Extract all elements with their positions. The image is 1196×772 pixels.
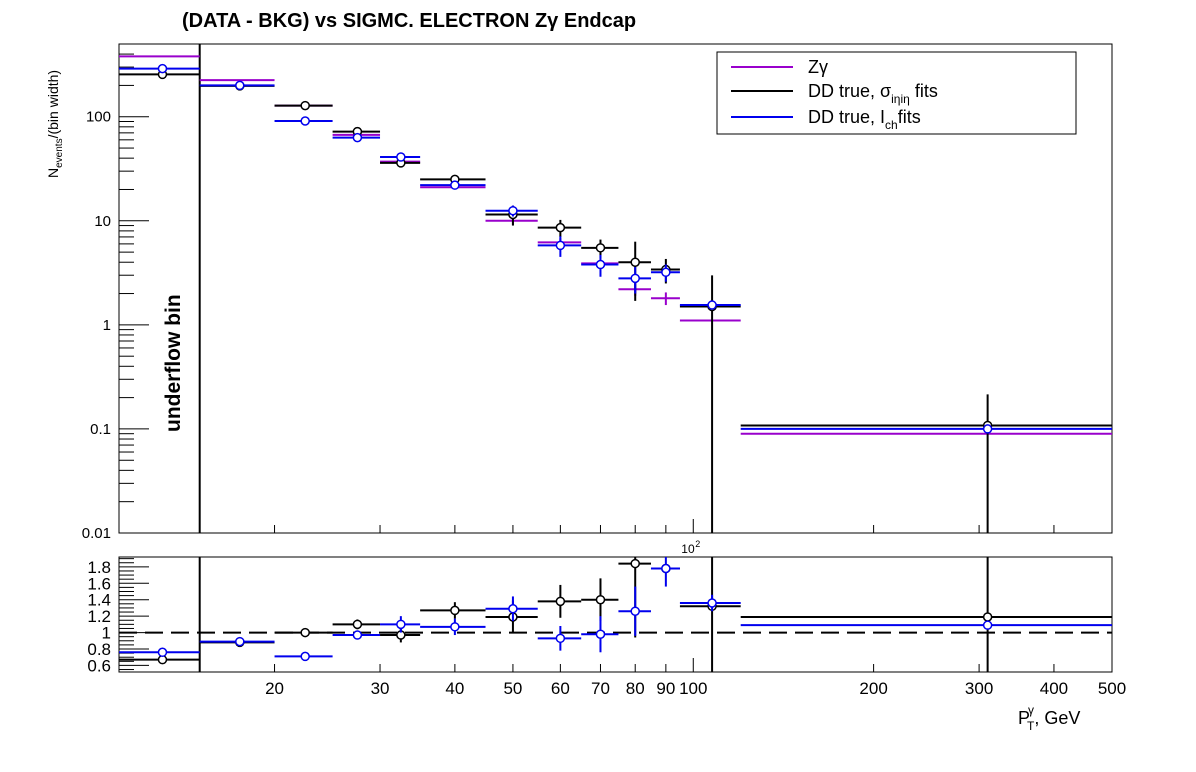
ratio-sieie-point (595, 594, 606, 605)
legend-label-ich: DD true, Ichfits (808, 107, 921, 132)
legend-box (716, 51, 1077, 135)
series-ich-point (630, 273, 640, 284)
series-ich-point (508, 205, 518, 216)
ratio-ich-point (352, 630, 363, 640)
ratio-ich-point (508, 604, 518, 614)
x-tick-label: 60 (551, 679, 570, 698)
series-ich-point (450, 180, 460, 190)
series-ich-point (707, 300, 717, 310)
x-axis-label-sub: T (1027, 719, 1035, 733)
lower-y-tick-label: 1.2 (87, 607, 111, 626)
lower-y-tick-label: 1.6 (87, 574, 111, 593)
x-exponent-label: 10 2 (681, 539, 700, 556)
x-axis-label-main: P (1018, 708, 1030, 728)
ratio-ich-point (707, 598, 717, 608)
ratio-ich-point (982, 620, 993, 630)
x-axis-label: Pγ T, GeV (1018, 703, 1080, 733)
ratio-ich-point (300, 651, 310, 662)
series-sieie-point (555, 222, 566, 233)
series-ich-point (555, 240, 566, 251)
ratio-sieie-point (300, 627, 310, 638)
ratio-ich-point (630, 606, 640, 616)
x-tick-label: 90 (656, 679, 675, 698)
x-tick-label: 100 (679, 679, 707, 698)
series-sieie-point (595, 243, 606, 253)
y-axis-label-sub: events (54, 138, 65, 167)
ratio-sieie-point (555, 596, 566, 607)
lower-y-tick-label: 1.4 (87, 591, 111, 610)
x-tick-label: 30 (371, 679, 390, 698)
ratio-ich-point (555, 633, 566, 644)
ratio-ich-point (595, 629, 606, 639)
ratio-sieie-point (630, 558, 640, 569)
series-ich-point (661, 267, 671, 278)
legend-label-zg: Zγ (808, 57, 828, 77)
ratio-ich-point (396, 619, 406, 630)
series-ich-point (235, 80, 245, 91)
x-tick-label: 80 (626, 679, 645, 698)
x-axis-label-sup: γ (1028, 703, 1034, 717)
x-tick-label: 500 (1098, 679, 1126, 698)
ratio-ich-point (235, 636, 245, 647)
y-axis-label-main: N (45, 168, 61, 178)
lower-frame (118, 556, 1113, 673)
lower-y-tick-label: 1.8 (87, 558, 111, 577)
series-ich-point (157, 63, 168, 74)
x-tick-label: 50 (503, 679, 522, 698)
x-axis: 20 30 40 50 60 70 80 90 100 200 300 400 500 10 2 (265, 519, 1126, 698)
upper-y-tick-label: 100 (86, 109, 111, 126)
ratio-sieie (119, 557, 1112, 672)
lower-y-tick-label: 1 (102, 624, 111, 643)
x-tick-label: 20 (265, 679, 284, 698)
ratio-ich-point (157, 647, 168, 658)
y-axis-label: Nevents/(bin width) (45, 70, 65, 178)
x-exponent-base: 10 (681, 542, 695, 556)
x-tick-label: 70 (591, 679, 610, 698)
svg-text:Nevents/(bin width): Nevents/(bin width) (45, 70, 65, 178)
x-tick-label: 400 (1040, 679, 1068, 698)
series-sieie-point (630, 257, 640, 267)
upper-frame (118, 43, 1113, 534)
x-tick-label: 200 (859, 679, 887, 698)
svg-text:PγT, GeV: Pγ T, GeV (1018, 703, 1080, 733)
ratio-sieie-point (450, 605, 460, 616)
upper-y-tick-label: 10 (94, 213, 111, 230)
ratio-sieie-point (982, 612, 993, 622)
x-exponent-power: 2 (695, 539, 700, 549)
upper-y-tick-label: 0.01 (82, 525, 111, 542)
legend-label-sieie: DD true, σiηiη fits (808, 81, 938, 106)
upper-y-axis: 0.01 0.1 1 10 100 (82, 43, 149, 542)
ratio-sieie-point (352, 619, 363, 630)
series-sieie-point (300, 100, 310, 111)
ratio-ich-point (661, 563, 671, 574)
lower-y-tick-label: 0.6 (87, 656, 111, 675)
y-axis-label-tail: /(bin width) (45, 70, 61, 138)
series-ich-point (595, 259, 606, 270)
series-ich-point (982, 424, 993, 434)
x-tick-label: 300 (965, 679, 993, 698)
series-sieie (119, 69, 1112, 533)
series-ich-point (396, 152, 406, 162)
x-axis-label-tail: , GeV (1034, 708, 1080, 728)
chart-title: (DATA - BKG) vs SIGMC. ELECTRON Zγ Endca… (182, 10, 636, 32)
underflow-bin-label: underflow bin (162, 294, 185, 432)
ratio-ich (119, 557, 1112, 662)
lower-y-tick-label: 0.8 (87, 640, 111, 659)
upper-y-tick-label: 1 (103, 317, 111, 334)
x-tick-label: 40 (445, 679, 464, 698)
series-ich-point (300, 116, 310, 126)
series-ich-point (352, 132, 363, 143)
upper-y-tick-label: 0.1 (90, 421, 111, 438)
ratio-ich-point (450, 622, 460, 632)
series-ich (119, 63, 1112, 434)
lower-y-axis: 0.60.811.21.41.61.8 (87, 558, 149, 675)
